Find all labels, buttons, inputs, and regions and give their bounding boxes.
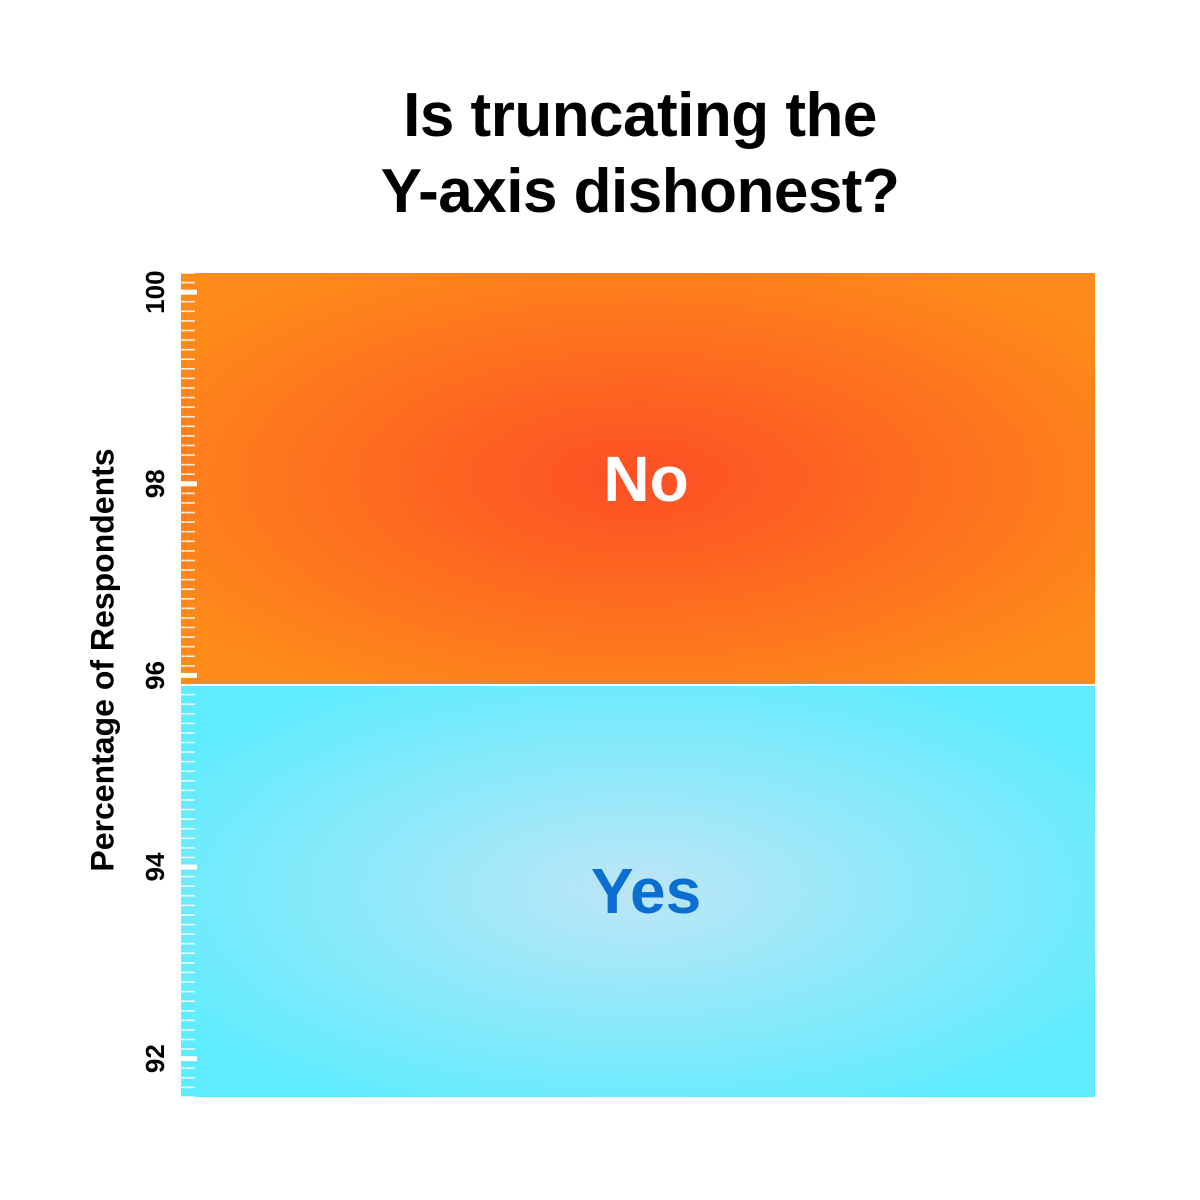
y-tick-label: 96 (140, 661, 170, 690)
y-tick-label: 100 (140, 270, 170, 313)
chart-title-line-2: Y-axis dishonest? (380, 157, 900, 226)
chart-title-line-1: Is truncating the (403, 81, 877, 150)
y-tick-label: 98 (140, 469, 170, 498)
y-tick-label: 94 (140, 852, 170, 881)
y-axis-ticks (181, 272, 197, 1098)
y-axis-tick-labels: 92 94 96 98 100 (140, 270, 170, 1073)
chart-title: Is truncating the Y-axis dishonest? (0, 78, 1200, 230)
segment-label-yes: Yes (591, 855, 701, 927)
segment-label-no: No (603, 443, 688, 515)
bar-segment-no (181, 273, 1095, 685)
y-tick-label: 92 (140, 1044, 170, 1073)
segment-labels: Yes No (591, 443, 701, 927)
bar-segment-yes (181, 685, 1095, 1097)
bar-segments (181, 273, 1095, 1097)
